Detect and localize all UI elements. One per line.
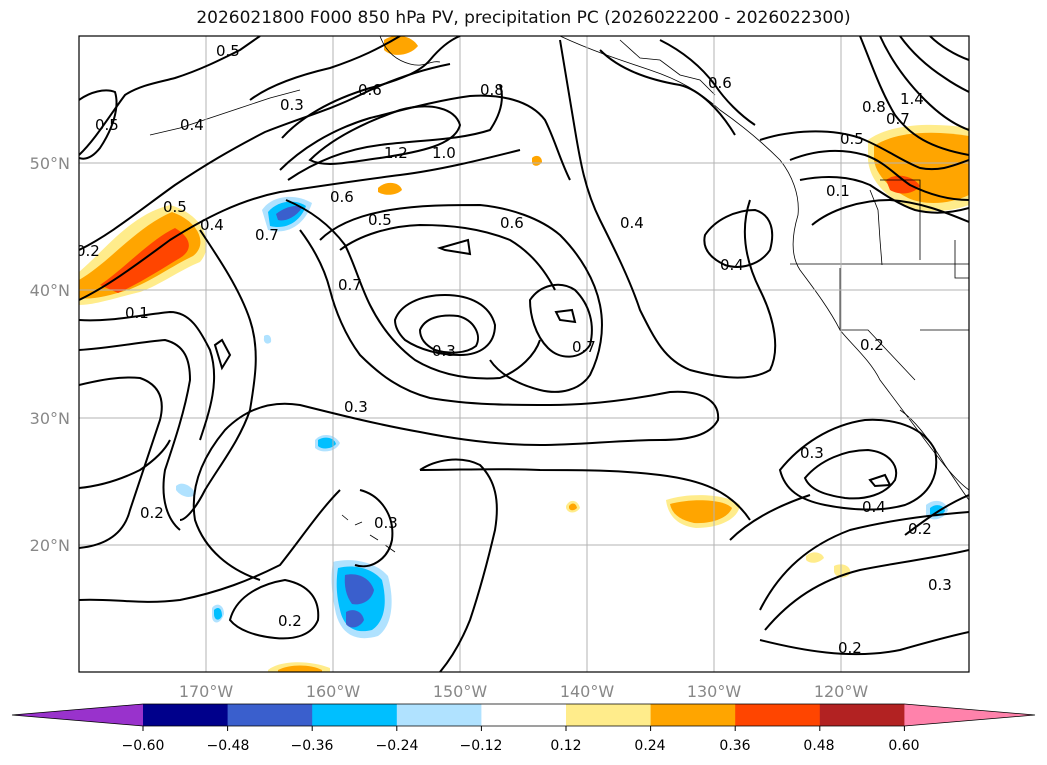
- colorbar-extend-low: [12, 704, 143, 726]
- map-title: 2026021800 F000 850 hPa PV, precipitatio…: [196, 8, 851, 28]
- lon-label: 150°W: [433, 682, 488, 701]
- colorbar-segment: [312, 704, 398, 726]
- colorbar-tick-label: −0.12: [460, 738, 503, 754]
- lon-label: 140°W: [560, 682, 615, 701]
- contour-label: 0.4: [862, 498, 886, 516]
- colorbar-segment: [819, 704, 905, 726]
- colorbar-tick-label: 0.60: [888, 738, 919, 754]
- contour-label: 0.2: [838, 639, 862, 657]
- map-area: [79, 36, 969, 672]
- pv-contours: [79, 36, 969, 672]
- contour-label: 0.4: [620, 214, 644, 232]
- contour-label: 1.0: [432, 144, 456, 162]
- lat-label: 30°N: [30, 409, 70, 428]
- coastlines: [149, 36, 969, 553]
- contour-label: 0.2: [76, 242, 100, 260]
- lat-label: 50°N: [30, 154, 70, 173]
- map-border: [78, 35, 970, 673]
- contour-label: 0.6: [708, 74, 732, 92]
- colorbar-segment: [143, 704, 229, 726]
- contour-label: 0.6: [330, 188, 354, 206]
- longitude-labels: 170°W 160°W 150°W 140°W 130°W 120°W: [179, 682, 869, 701]
- colorbar-tick-label: 0.12: [550, 738, 581, 754]
- graticule: [79, 36, 969, 672]
- lon-label: 170°W: [179, 682, 234, 701]
- contour-label: 0.5: [163, 198, 187, 216]
- contour-label: 0.7: [255, 226, 279, 244]
- contour-label: 0.7: [886, 110, 910, 128]
- colorbar: [11, 703, 1036, 731]
- latitude-labels: 50°N 40°N 30°N 20°N: [30, 154, 70, 555]
- contour-label: 1.2: [384, 144, 408, 162]
- colorbar-tick-label: −0.48: [207, 738, 250, 754]
- contour-label: 0.3: [928, 576, 952, 594]
- contour-label: 0.1: [125, 304, 149, 322]
- contour-label: 1.4: [900, 90, 924, 108]
- contour-label: 0.4: [200, 216, 224, 234]
- contour-label: 0.7: [572, 338, 596, 356]
- contour-label: 0.3: [344, 398, 368, 416]
- contour-label: 0.3: [374, 514, 398, 532]
- contour-label: 0.2: [140, 504, 164, 522]
- colorbar-tick-label: −0.36: [291, 738, 334, 754]
- colorbar-segment: [481, 704, 567, 726]
- lon-label: 160°W: [306, 682, 361, 701]
- contour-label: 0.2: [278, 612, 302, 630]
- precip-shading: [79, 36, 969, 672]
- contour-label: 0.2: [860, 336, 884, 354]
- lon-label: 120°W: [814, 682, 869, 701]
- colorbar-segment: [735, 704, 821, 726]
- colorbar-tick-label: −0.24: [376, 738, 419, 754]
- contour-label: 0.2: [908, 520, 932, 538]
- colorbar-segment: [227, 704, 313, 726]
- colorbar-extend-high: [904, 704, 1035, 726]
- colorbar-tick-label: 0.36: [719, 738, 750, 754]
- colorbar-tick-label: 0.24: [634, 738, 665, 754]
- contour-label: 0.8: [862, 98, 886, 116]
- colorbar-tick-label: 0.48: [803, 738, 834, 754]
- contour-label: 0.6: [358, 81, 382, 99]
- contour-label: 0.1: [826, 182, 850, 200]
- contour-label: 0.6: [500, 214, 524, 232]
- lat-label: 40°N: [30, 281, 70, 300]
- contour-label: 0.3: [800, 444, 824, 462]
- colorbar-segment: [566, 704, 652, 726]
- contour-label: 0.5: [840, 130, 864, 148]
- contour-label: 0.3: [280, 96, 304, 114]
- colorbar-tick-label: −0.60: [122, 738, 165, 754]
- contour-label: 0.5: [368, 211, 392, 229]
- contour-label: 0.7: [338, 276, 362, 294]
- colorbar-segment: [396, 704, 482, 726]
- lon-label: 130°W: [687, 682, 742, 701]
- contour-label: 0.5: [216, 42, 240, 60]
- contour-label: 0.8: [480, 81, 504, 99]
- colorbar-segment: [650, 704, 736, 726]
- contour-label: 0.5: [95, 116, 119, 134]
- contour-label: 0.4: [180, 116, 204, 134]
- contour-label: 0.3: [432, 342, 456, 360]
- contour-label-group: 0.5 0.3 0.6 0.8 0.6 0.8 0.4 0.5 1.2 1.0 …: [76, 42, 952, 657]
- contour-label: 0.4: [720, 256, 744, 274]
- colorbar-ticks: −0.60 −0.48 −0.36 −0.24 −0.12 0.12 0.24 …: [122, 738, 920, 754]
- lat-label: 20°N: [30, 536, 70, 555]
